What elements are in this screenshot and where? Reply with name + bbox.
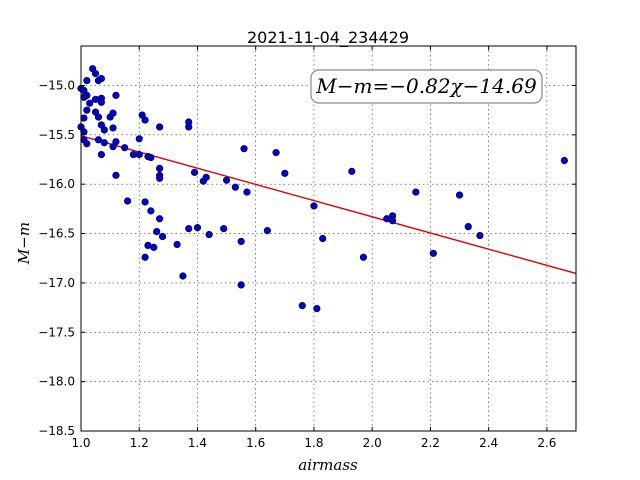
y-tick-label: −16.0 xyxy=(38,177,75,191)
data-point xyxy=(313,304,321,313)
chart-title: 2021-11-04_234429 xyxy=(247,28,409,48)
data-point xyxy=(388,217,397,225)
data-point xyxy=(359,253,368,261)
data-point xyxy=(86,99,94,107)
data-point xyxy=(150,243,158,251)
data-point xyxy=(112,91,120,99)
data-point xyxy=(560,156,568,165)
data-point xyxy=(109,109,117,117)
y-tick-label: −17.0 xyxy=(38,276,75,290)
data-point xyxy=(185,225,193,233)
data-point xyxy=(141,198,149,206)
data-point xyxy=(220,225,228,233)
y-tick-label: −15.5 xyxy=(38,128,75,142)
y-tick-label: −16.5 xyxy=(38,227,75,241)
data-point xyxy=(97,98,105,106)
x-tick-label: 1.6 xyxy=(246,436,265,450)
x-tick-label: 1.4 xyxy=(188,436,207,450)
data-point xyxy=(83,106,91,114)
fit-equation-box: M−m=−0.82χ−14.69 xyxy=(310,69,543,104)
data-point xyxy=(298,302,306,310)
data-point xyxy=(83,76,91,85)
x-tick-label: 2.2 xyxy=(421,436,440,450)
y-tick-label: −18.5 xyxy=(38,424,75,438)
data-point xyxy=(281,169,289,177)
data-point xyxy=(476,231,484,240)
data-point xyxy=(94,136,103,144)
data-point xyxy=(135,135,143,143)
fit-equation-text: M−m=−0.82χ−14.69 xyxy=(315,74,537,98)
data-point xyxy=(240,145,248,153)
data-point xyxy=(100,139,108,147)
data-point xyxy=(455,191,464,199)
data-point xyxy=(156,174,164,182)
data-point xyxy=(156,123,164,131)
y-axis-label: M−m xyxy=(15,222,33,265)
x-tick-label: 2.6 xyxy=(537,436,556,450)
data-point xyxy=(91,70,100,78)
data-point xyxy=(109,124,117,132)
data-point xyxy=(237,237,245,246)
data-point xyxy=(141,253,149,261)
x-tick-label: 1.0 xyxy=(71,436,90,450)
data-point xyxy=(464,223,472,231)
x-tick-label: 2.4 xyxy=(479,436,498,450)
data-point xyxy=(147,153,155,162)
data-point xyxy=(147,207,155,215)
plot-frame xyxy=(80,45,577,432)
data-point xyxy=(94,113,103,121)
data-point xyxy=(83,140,91,148)
grid-lines xyxy=(81,46,576,431)
data-point xyxy=(173,240,181,249)
y-tick-label: −18.0 xyxy=(38,375,75,389)
data-point xyxy=(121,144,129,152)
data-point xyxy=(123,197,132,205)
data-point xyxy=(80,114,88,122)
data-point xyxy=(222,176,231,184)
x-axis-label: airmass xyxy=(298,456,358,474)
data-point xyxy=(83,91,91,99)
y-tick-label: −17.5 xyxy=(38,325,75,339)
axis-ticks: 1.0 1.2 1.4 1.6 1.8 2.0 2.2 2.4 2.6 −15.0 −15.5 −16… xyxy=(38,46,576,450)
data-point xyxy=(319,234,327,243)
data-points xyxy=(77,65,568,313)
data-point xyxy=(156,215,164,223)
data-point xyxy=(412,188,420,196)
y-tick-label: −15.0 xyxy=(38,78,75,92)
data-point xyxy=(202,173,210,181)
data-point xyxy=(100,126,108,134)
data-point xyxy=(310,202,318,210)
data-point xyxy=(153,227,161,236)
data-point xyxy=(141,116,149,124)
data-point xyxy=(158,232,167,241)
data-point xyxy=(97,74,105,83)
x-tick-label: 2.0 xyxy=(363,436,382,450)
data-point xyxy=(272,149,280,157)
data-point xyxy=(179,272,187,280)
data-point xyxy=(205,230,213,239)
data-point xyxy=(429,249,437,257)
data-point xyxy=(348,167,356,175)
fit-line xyxy=(80,135,577,275)
x-tick-label: 1.2 xyxy=(130,436,149,450)
fit-line-layer xyxy=(80,135,577,275)
data-point xyxy=(193,224,202,232)
data-point xyxy=(231,183,239,191)
data-point xyxy=(156,164,164,173)
data-point xyxy=(237,281,245,289)
data-point xyxy=(185,118,193,126)
data-point xyxy=(135,150,143,159)
data-point xyxy=(80,128,88,136)
data-point xyxy=(112,138,120,146)
data-point xyxy=(243,188,251,196)
data-point xyxy=(190,168,199,176)
data-point xyxy=(112,171,120,179)
fit-equation-frame xyxy=(310,69,543,104)
x-tick-label: 1.8 xyxy=(304,436,323,450)
data-point xyxy=(97,150,105,159)
data-point xyxy=(263,227,271,235)
